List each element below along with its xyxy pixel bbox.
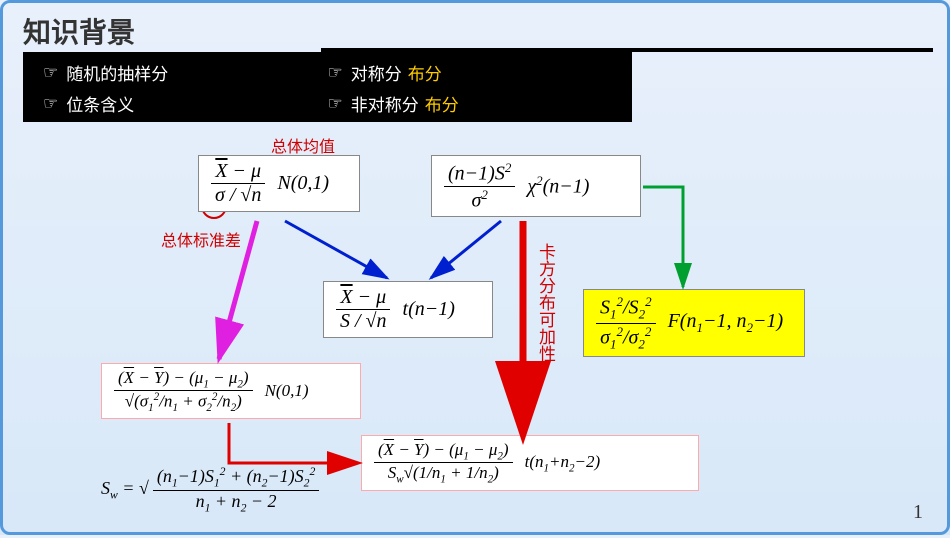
page-number: 1 [913, 501, 923, 524]
arrows-layer [3, 3, 950, 538]
